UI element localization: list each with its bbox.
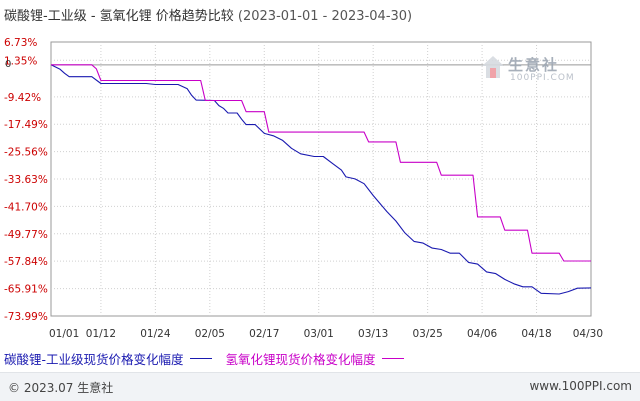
series-line-2: [51, 64, 591, 262]
watermark-name: 生意社: [508, 56, 560, 74]
y-tick-label: -17.49%: [4, 119, 48, 131]
legend-swatch-series-2: [381, 358, 404, 359]
x-tick-label: 01/12: [86, 328, 116, 340]
x-tick-label: 04/18: [521, 328, 551, 340]
x-tick-label: 01/01: [49, 328, 79, 340]
legend-swatch-series-1: [189, 358, 212, 359]
x-tick-label: 02/17: [249, 328, 279, 340]
chart-date-range: (2023-01-01 - 2023-04-30): [237, 9, 413, 24]
x-tick-label: 01/24: [140, 328, 171, 340]
y-tick-label: -9.42%: [4, 92, 41, 104]
y-tick-label: -33.63%: [4, 174, 48, 186]
y-tick-label: 1.35%: [4, 55, 37, 67]
house-logo-icon: [482, 56, 504, 78]
y-tick-label: 6.73%: [4, 37, 37, 49]
x-tick-label: 03/13: [358, 328, 388, 340]
line-chart: 6.73% 1.35% -9.42% -17.49% -25.56% -33.63% -41…: [4, 37, 603, 340]
series-line-1: [50, 64, 592, 295]
watermark-logo: 生意社 100PPI.COM: [478, 52, 578, 88]
x-tick-label: 04/30: [573, 328, 603, 340]
chart-title: 碳酸锂-工业级 - 氢氧化锂 价格趋势比较 (2023-01-01 - 2023…: [4, 5, 412, 24]
watermark-url: 100PPI.COM: [510, 73, 575, 83]
chart-legend: 碳酸锂-工业级现货价格变化幅度 氢氧化锂现货价格变化幅度: [4, 349, 414, 368]
y-tick-label: -73.99%: [4, 311, 48, 323]
zero-label: 0: [5, 59, 11, 70]
x-tick-label: 04/06: [467, 328, 498, 340]
x-tick-label: 03/25: [413, 328, 443, 340]
y-tick-label: -49.77%: [4, 229, 48, 241]
footer-bar: © 2023.07 生意社 www.100PPI.com: [0, 372, 640, 401]
x-tick-label: 02/05: [195, 328, 225, 340]
legend-item-series-2: 氢氧化锂现货价格变化幅度: [226, 349, 404, 368]
x-tick-label: 03/01: [304, 328, 334, 340]
chart-title-main: 碳酸锂-工业级 - 氢氧化锂 价格趋势比较: [4, 9, 234, 24]
footer-website-link[interactable]: www.100PPI.com: [529, 379, 632, 393]
y-tick-label: -25.56%: [4, 147, 48, 159]
footer-copyright: © 2023.07 生意社: [8, 381, 114, 395]
legend-item-series-1: 碳酸锂-工业级现货价格变化幅度: [4, 349, 212, 368]
y-tick-label: -41.70%: [4, 201, 48, 213]
legend-label-series-1: 碳酸锂-工业级现货价格变化幅度: [4, 352, 184, 367]
legend-label-series-2: 氢氧化锂现货价格变化幅度: [225, 352, 376, 367]
y-tick-label: -57.84%: [4, 256, 48, 268]
y-tick-label: -65.91%: [4, 284, 48, 296]
